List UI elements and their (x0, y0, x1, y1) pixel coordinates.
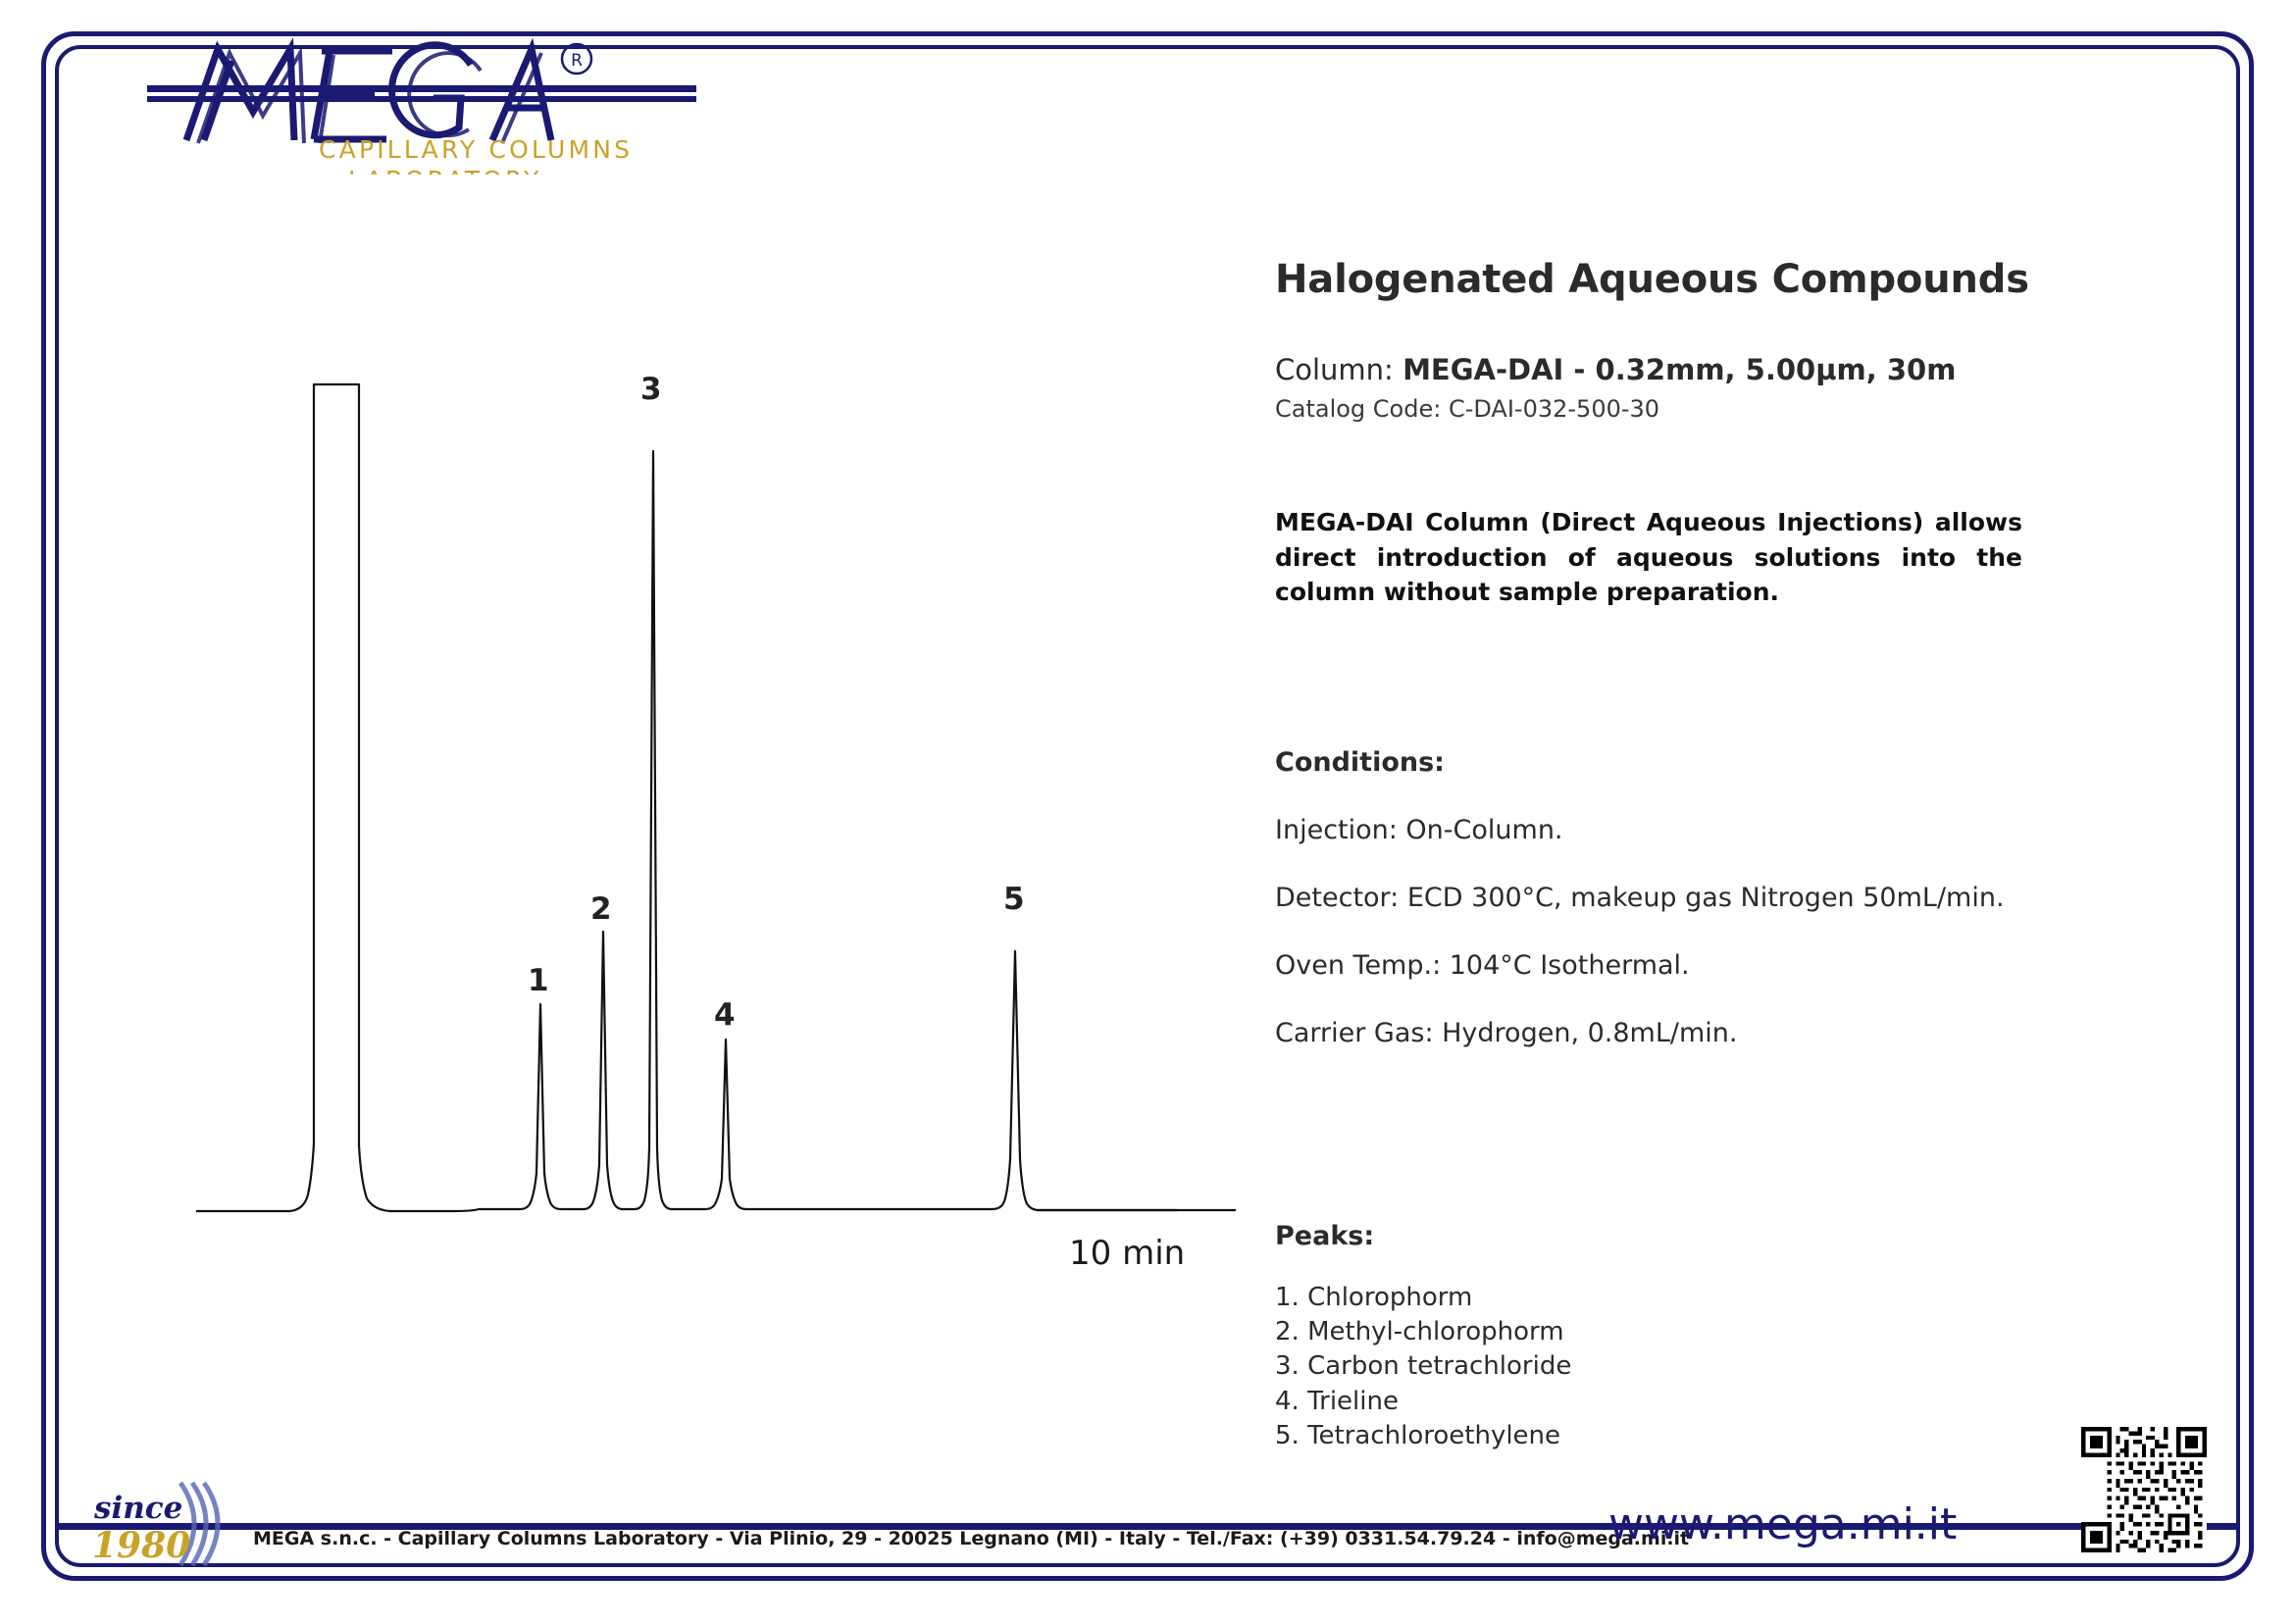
column-line: Column: MEGA-DAI - 0.32mm, 5.00µm, 30m (1275, 353, 2128, 386)
peak-label-3: 3 (640, 372, 662, 407)
mega-logo: R CAPILLARY COLUMNS LABORATORY (147, 18, 696, 175)
peak-item: 5. Tetrachloroethylene (1275, 1420, 1561, 1450)
website-url[interactable]: www.mega.mi.it (1608, 1499, 1958, 1549)
condition-item: Detector: ECD 300°C, makeup gas Nitrogen… (1275, 882, 2005, 913)
peak-item: 4. Trieline (1275, 1386, 1399, 1416)
peaks-heading: Peaks: (1275, 1220, 1375, 1251)
condition-item: Oven Temp.: 104°C Isothermal. (1275, 949, 1690, 981)
peaks-list: 1. Chlorophorm 2. Methyl-chlorophorm 3. … (1275, 1281, 2128, 1454)
chromatogram-trace (196, 382, 1236, 1213)
peak-item: 2. Methyl-chlorophorm (1275, 1316, 1564, 1346)
info-column: Halogenated Aqueous Compounds Column: ME… (1275, 257, 2128, 1453)
peak-item: 3. Carbon tetrachloride (1275, 1351, 1572, 1382)
x-axis-end-label: 10 min (1069, 1234, 1186, 1273)
peak-item: 1. Chlorophorm (1275, 1282, 1473, 1312)
svg-text:LABORATORY: LABORATORY (348, 166, 542, 175)
column-value: MEGA-DAI - 0.32mm, 5.00µm, 30m (1402, 353, 1957, 386)
since-1980-badge: since 1980 (86, 1475, 233, 1573)
catalog-code: Catalog Code: C-DAI-032-500-30 (1275, 395, 1660, 423)
condition-item: Injection: On-Column. (1275, 814, 1563, 845)
peak-label-2: 2 (590, 891, 612, 927)
svg-text:since: since (93, 1491, 182, 1526)
condition-item: Carrier Gas: Hydrogen, 0.8mL/min. (1275, 1017, 1738, 1048)
svg-text:CAPILLARY COLUMNS: CAPILLARY COLUMNS (319, 135, 633, 164)
svg-text:R: R (571, 51, 583, 71)
footer-address: MEGA s.n.c. - Capillary Columns Laborato… (253, 1528, 1690, 1549)
column-prefix: Column: (1275, 353, 1394, 386)
page-title: Halogenated Aqueous Compounds (1275, 257, 2029, 302)
peak-label-4: 4 (714, 997, 736, 1033)
svg-text:1980: 1980 (92, 1525, 190, 1566)
conditions-heading: Conditions: (1275, 746, 1445, 778)
chromatogram-plot: 1 2 3 4 5 (196, 324, 1236, 1304)
qr-code-icon[interactable] (2081, 1427, 2207, 1552)
peak-label-1: 1 (528, 963, 549, 998)
footer-divider (55, 1523, 2240, 1530)
peak-label-5: 5 (1003, 882, 1025, 917)
conditions-list: Injection: On-Column. Detector: ECD 300°… (1275, 815, 2128, 1048)
product-description: MEGA-DAI Column (Direct Aqueous Injectio… (1275, 508, 2022, 606)
